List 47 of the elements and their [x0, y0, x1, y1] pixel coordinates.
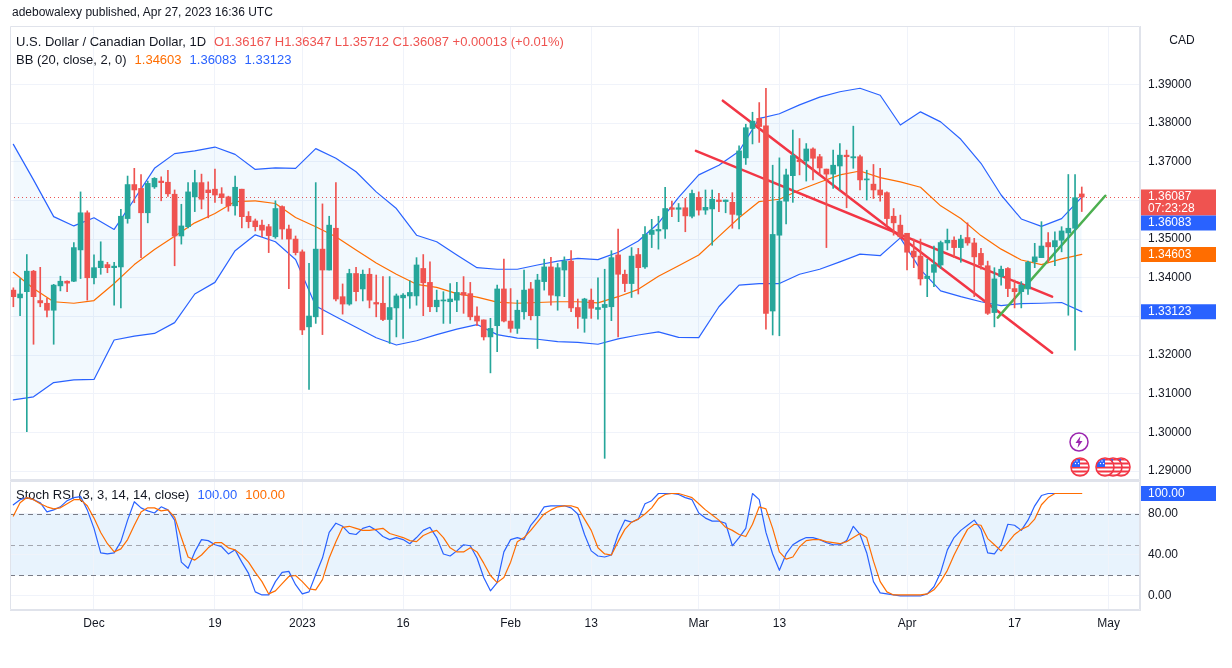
text: 100.00 [1148, 485, 1186, 500]
candlestick [37, 266, 44, 308]
candlestick [23, 254, 30, 432]
x-tick-label: Mar [688, 615, 710, 630]
text: 1.33123 [1148, 303, 1192, 318]
annotation: 1.34603 [134, 52, 182, 67]
y-tick-label: 1.32000 [1148, 347, 1192, 362]
candlestick [286, 224, 292, 289]
text: Stoch RSI (3, 3, 14, 14, close) [16, 487, 190, 502]
y-tick-label: 1.37000 [1148, 154, 1192, 169]
annotation: 1.36083 [189, 52, 237, 67]
x-tick-label: 13 [584, 615, 599, 630]
x-tick-label: 19 [208, 615, 222, 630]
x-tick-label: 16 [396, 615, 411, 630]
text: 1.34603 [1148, 246, 1192, 261]
y-tick-label: 1.31000 [1148, 386, 1192, 401]
x-tick-label: Apr [897, 615, 917, 630]
candlestick [17, 278, 23, 316]
y-axis-title: CAD [1169, 33, 1195, 48]
candlestick [850, 125, 857, 169]
annotation: 100.00 [197, 487, 238, 502]
y-tick-label: 0.00 [1148, 588, 1172, 603]
y-tick-label: 1.38000 [1148, 115, 1192, 130]
y-tick-label: 1.39000 [1148, 76, 1192, 91]
text: adebowalexy published, Apr 27, 2023 16:36 UTC [12, 5, 273, 19]
x-tick-label: 13 [772, 615, 787, 630]
y-tick-label: 1.35000 [1148, 231, 1192, 246]
candlestick [924, 258, 931, 298]
y-tick-label: 40.00 [1148, 547, 1179, 562]
candlestick [669, 200, 675, 217]
y-tick-label: 1.29000 [1148, 463, 1192, 478]
annotation: O1.36167 H1.36347 L1.35712 C1.36087 +0.00013 (+0.01%) [214, 34, 564, 49]
text: U.S. Dollar / Canadian Dollar, 1D [16, 34, 207, 49]
annotation: 1.33123 [244, 52, 292, 67]
candlestick [1045, 232, 1051, 263]
x-tick-label: Dec [83, 615, 105, 630]
x-tick-label: 17 [1007, 615, 1022, 630]
annotation: 100.00 [245, 487, 285, 502]
x-tick-label: Feb [500, 615, 522, 630]
x-tick-label: May [1097, 615, 1120, 630]
y-tick-label: 1.34000 [1148, 270, 1192, 285]
text: BB (20, close, 2, 0) [16, 52, 127, 67]
y-tick-label: 80.00 [1148, 506, 1179, 521]
text: 1.36083 [1148, 215, 1192, 230]
candlestick [716, 193, 722, 212]
y-tick-label: 1.30000 [1148, 424, 1192, 439]
x-tick-label: 2023 [288, 615, 316, 630]
